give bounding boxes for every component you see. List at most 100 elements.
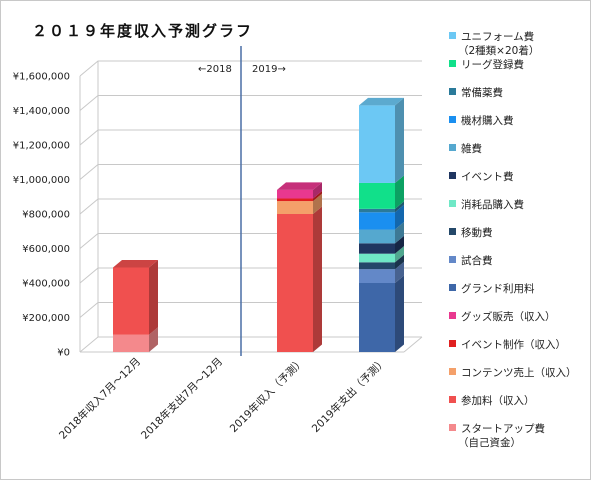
legend-label: 雑費 — [461, 142, 482, 155]
legend-swatch — [449, 396, 456, 403]
legend-swatch — [449, 32, 456, 39]
y-tick-label: ¥1,200,000 — [13, 141, 70, 152]
legend-label: 参加料（収入） — [461, 394, 535, 407]
bar-segment — [359, 254, 404, 270]
legend-label: ユニフォーム費 — [461, 30, 534, 43]
legend-item: 消耗品購入費 — [449, 198, 524, 211]
bar-side — [395, 97, 404, 183]
bar-face — [277, 198, 313, 202]
bar-segment — [359, 261, 404, 283]
legend-label: 試合費 — [461, 254, 493, 267]
bar-face — [113, 267, 149, 335]
y-tick-label: ¥800,000 — [22, 210, 70, 221]
legend: ユニフォーム費（2種類×20着）リーグ登録費常備薬費機材購入費雑費イベント費消耗… — [449, 30, 577, 449]
legend-label: （2種類×20着） — [458, 44, 539, 57]
y-tick-label: ¥400,000 — [22, 279, 70, 290]
legend-item: 試合費 — [449, 254, 493, 267]
legend-item: 機材購入費 — [449, 114, 514, 127]
bar-side — [395, 204, 404, 230]
bar-segment — [277, 206, 322, 352]
bar-top — [113, 259, 158, 268]
y-tick-label: ¥1,400,000 — [13, 106, 70, 117]
legend-label: （自己資金） — [458, 436, 521, 449]
bar-side — [149, 327, 158, 352]
category-label: 2018年収入7月～12月 — [56, 355, 143, 442]
legend-label: グッズ販売（収入） — [461, 310, 556, 323]
bar-face — [277, 201, 313, 214]
category-label: 2019年収入（予測） — [227, 355, 307, 435]
bar-segment — [277, 190, 322, 202]
legend-swatch — [449, 228, 456, 235]
bar-face — [359, 269, 395, 283]
bar-side — [313, 182, 322, 199]
legend-swatch — [449, 200, 456, 207]
bar-segment — [359, 222, 404, 244]
legend-label: スタートアップ費 — [461, 422, 545, 435]
period-label-2018: ←2018 — [198, 64, 232, 75]
bar-side — [395, 201, 404, 213]
bar-segment — [277, 182, 322, 199]
legend-swatch — [449, 60, 456, 67]
bar-side — [395, 275, 404, 352]
legend-swatch — [449, 256, 456, 263]
bar-side — [395, 261, 404, 283]
bar-face — [359, 212, 395, 230]
chart-title: ２０１９年度収入予測グラフ — [32, 22, 253, 40]
category-label: 2019年支出（予測） — [309, 355, 389, 435]
bar-face — [359, 243, 395, 254]
legend-item: コンテンツ売上（収入） — [449, 366, 577, 379]
bar-side — [395, 254, 404, 270]
bar-face — [359, 182, 395, 209]
legend-label: 常備薬費 — [461, 86, 503, 99]
gridline — [79, 60, 422, 77]
legend-label: 機材購入費 — [461, 114, 514, 127]
legend-swatch — [449, 116, 456, 123]
legend-item: リーグ登録費 — [449, 58, 524, 71]
bar-face — [359, 283, 395, 352]
category-label: 2018年支出7月～12月 — [138, 355, 225, 442]
y-tick-label: ¥1,600,000 — [13, 72, 70, 83]
legend-label: イベント費 — [461, 170, 514, 183]
bar-face — [359, 262, 395, 270]
legend-swatch — [449, 172, 456, 179]
legend-label: グランド利用料 — [461, 282, 535, 295]
legend-item: グッズ販売（収入） — [449, 310, 556, 323]
bar-top — [359, 97, 404, 106]
bar-segment — [359, 275, 404, 352]
legend-label: コンテンツ売上（収入） — [461, 366, 577, 379]
bar-segment — [359, 201, 404, 213]
legend-swatch — [449, 368, 456, 375]
legend-label: リーグ登録費 — [461, 58, 524, 71]
bar-face — [359, 208, 395, 213]
y-tick-label: ¥200,000 — [22, 313, 70, 324]
bars — [113, 97, 404, 352]
y-tick-label: ¥1,000,000 — [13, 175, 70, 186]
legend-swatch — [449, 144, 456, 151]
legend-item: 雑費 — [449, 142, 482, 155]
legend-swatch — [449, 340, 456, 347]
legend-swatch — [449, 284, 456, 291]
legend-label: 移動費 — [461, 226, 493, 239]
legend-swatch — [449, 424, 456, 431]
floor-right — [403, 336, 423, 353]
legend-item: イベント費 — [449, 170, 514, 183]
bar-segment — [359, 175, 404, 209]
y-tick-label: ¥0 — [57, 348, 70, 359]
legend-item: グランド利用料 — [449, 282, 535, 295]
legend-item: ユニフォーム費（2種類×20着） — [449, 30, 539, 57]
bar-side — [313, 190, 322, 202]
legend-swatch — [449, 88, 456, 95]
bar-face — [359, 105, 395, 183]
bar-segment — [359, 97, 404, 183]
bar-face — [113, 334, 149, 352]
legend-label: イベント制作（収入） — [461, 338, 566, 351]
legend-item: 移動費 — [449, 226, 493, 239]
bar-face — [277, 214, 313, 352]
bar-side — [313, 206, 322, 352]
legend-item: 参加料（収入） — [449, 394, 535, 407]
bar-side — [395, 222, 404, 244]
bar-side — [149, 259, 158, 335]
legend-item: 常備薬費 — [449, 86, 503, 99]
